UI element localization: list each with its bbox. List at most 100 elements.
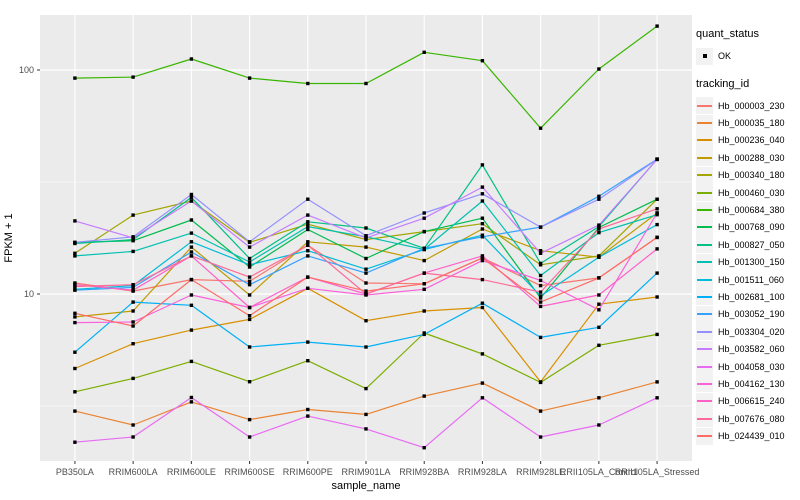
legend-key-box	[696, 166, 713, 184]
data-point	[597, 230, 601, 235]
data-point	[538, 409, 543, 413]
data-point	[73, 288, 77, 292]
series-line-icon	[697, 261, 712, 264]
data-point	[364, 226, 368, 230]
legend-item-tracking: Hb_000827_050	[696, 236, 798, 254]
data-point	[655, 211, 659, 215]
data-point	[480, 216, 485, 220]
data-point	[538, 273, 543, 278]
series-line-icon	[697, 295, 712, 298]
data-point	[131, 236, 135, 240]
data-point	[131, 285, 135, 290]
series-line-icon	[697, 435, 712, 438]
legend-key-box	[696, 218, 713, 236]
data-point	[306, 407, 310, 412]
data-point	[131, 435, 135, 439]
legend-item-tracking: Hb_007676_080	[696, 410, 798, 428]
x-tick-label: RRII105LA_Stressed	[615, 467, 700, 477]
legend-item-tracking: Hb_000460_030	[696, 184, 798, 202]
x-tick-label: RRIM928BA	[399, 467, 449, 477]
data-point	[480, 227, 485, 231]
data-point	[422, 394, 426, 398]
data-point	[247, 256, 252, 261]
data-point	[73, 76, 77, 80]
data-point	[306, 286, 310, 290]
data-point	[597, 255, 601, 259]
data-point	[247, 417, 252, 422]
data-point	[131, 75, 135, 79]
data-point	[131, 300, 135, 304]
legend-item-label: Hb_000768_090	[718, 222, 785, 233]
data-point	[189, 250, 194, 254]
legend-item-label: Hb_000236_040	[718, 135, 785, 146]
data-point	[422, 246, 426, 250]
data-point	[538, 300, 543, 304]
data-point	[422, 332, 426, 337]
legend-key-box	[696, 288, 713, 306]
data-point	[247, 279, 252, 283]
data-point	[655, 396, 659, 400]
data-point	[480, 222, 485, 226]
series-line-icon	[697, 382, 712, 385]
legend-key-box	[696, 392, 713, 410]
data-point	[247, 265, 252, 269]
data-point	[73, 409, 77, 413]
data-point	[131, 309, 135, 313]
data-point	[597, 67, 601, 71]
data-point	[189, 293, 194, 297]
data-point	[189, 359, 194, 364]
series-line-icon	[697, 400, 712, 403]
legend-item-label: Hb_024439_010	[718, 431, 785, 442]
legend-item-tracking: Hb_004162_130	[696, 375, 798, 393]
legend-item-tracking: Hb_004058_030	[696, 358, 798, 376]
data-point	[655, 271, 659, 275]
data-point	[480, 254, 485, 258]
data-point	[364, 81, 368, 86]
x-tick-label: RRIM600LA	[109, 467, 158, 477]
data-point	[247, 283, 252, 287]
legend-item-tracking: Hb_000035_180	[696, 114, 798, 132]
legend-key-box	[696, 253, 713, 271]
data-point	[364, 345, 368, 349]
data-point	[364, 236, 368, 240]
data-point	[306, 224, 310, 229]
legend-item-label: Hb_001300_150	[718, 257, 785, 268]
data-point	[189, 199, 194, 203]
data-point	[597, 343, 601, 347]
data-point	[364, 245, 368, 249]
data-point	[538, 126, 543, 130]
data-point	[480, 277, 485, 282]
x-tick-label: RRIM600LE	[167, 467, 216, 477]
data-point	[655, 222, 659, 227]
legend-item-label: Hb_007676_080	[718, 413, 785, 424]
x-axis-title: sample_name	[331, 480, 400, 492]
legend-key-box	[696, 47, 713, 65]
data-point	[538, 283, 543, 288]
series-line-icon	[697, 191, 712, 194]
data-point	[306, 243, 310, 247]
legend-key-box	[696, 149, 713, 167]
legend-item-label: Hb_006615_240	[718, 396, 785, 407]
y-axis-title: FPKM + 1	[3, 213, 15, 262]
series-line-icon	[697, 104, 712, 107]
data-point	[306, 340, 310, 344]
y-tick-label: 10	[24, 289, 34, 299]
legend-item-label: Hb_003304_020	[718, 326, 785, 337]
data-point	[73, 366, 77, 371]
data-point	[73, 311, 77, 315]
data-point	[364, 267, 368, 271]
data-point	[422, 282, 426, 286]
data-point	[364, 281, 368, 285]
data-point	[597, 293, 601, 297]
data-point	[422, 446, 426, 450]
data-point	[189, 240, 194, 244]
data-point	[306, 220, 310, 224]
data-point	[131, 423, 135, 427]
data-point	[247, 245, 252, 249]
data-point	[364, 412, 368, 417]
legend-item-label: Hb_004162_130	[718, 378, 785, 389]
data-point	[73, 284, 77, 289]
data-point	[247, 76, 252, 80]
